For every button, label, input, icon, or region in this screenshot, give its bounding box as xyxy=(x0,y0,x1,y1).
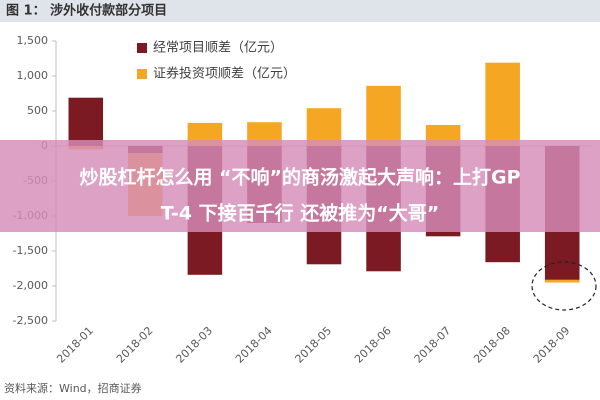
title-band xyxy=(0,0,600,22)
bar xyxy=(306,108,342,146)
x-tick-label: 2018-03 xyxy=(173,324,215,366)
bar xyxy=(485,62,520,147)
overlay-banner xyxy=(0,140,600,232)
legend-swatch xyxy=(137,69,147,79)
x-tick-label: 2018-01 xyxy=(54,324,96,366)
legend: 经常项目顺差（亿元） 证券投资项顺差（亿元） xyxy=(137,41,296,82)
source-note: 资料来源：Wind，招商证券 xyxy=(4,381,142,395)
x-tick-label: 2018-07 xyxy=(412,324,454,366)
banner-text: 炒股杠杆怎么用 “不响”的商汤激起大声响：上打GP xyxy=(79,166,520,189)
y-tick-label: -1,500 xyxy=(13,244,48,257)
x-tick-label: 2018-08 xyxy=(471,324,513,366)
highlight-circle xyxy=(531,261,597,311)
x-tick-label: 2018-04 xyxy=(233,324,275,366)
x-tick-label: 2018-06 xyxy=(352,324,394,366)
legend-label: 证券投资项顺差（亿元） xyxy=(153,66,296,82)
legend-swatch xyxy=(137,43,147,53)
y-tick-label: 1,500 xyxy=(17,34,49,47)
y-tick-label: 500 xyxy=(27,104,48,117)
legend-label: 经常项目顺差（亿元） xyxy=(153,41,283,56)
y-tick-label: 1,000 xyxy=(17,69,49,82)
x-tick-label: 2018-02 xyxy=(114,324,156,366)
y-tick-label: -2,500 xyxy=(13,314,48,327)
x-tick-label: 2018-05 xyxy=(293,324,335,366)
chart-title: 图 1： 涉外收付款部分项目 xyxy=(6,3,167,19)
banner-text: T-4 下接百千行 还被推为“大哥” xyxy=(161,202,439,225)
bar xyxy=(366,85,401,146)
x-tick-label: 2018-09 xyxy=(531,324,573,366)
y-tick-label: -2,000 xyxy=(13,279,48,292)
bar xyxy=(68,97,104,146)
